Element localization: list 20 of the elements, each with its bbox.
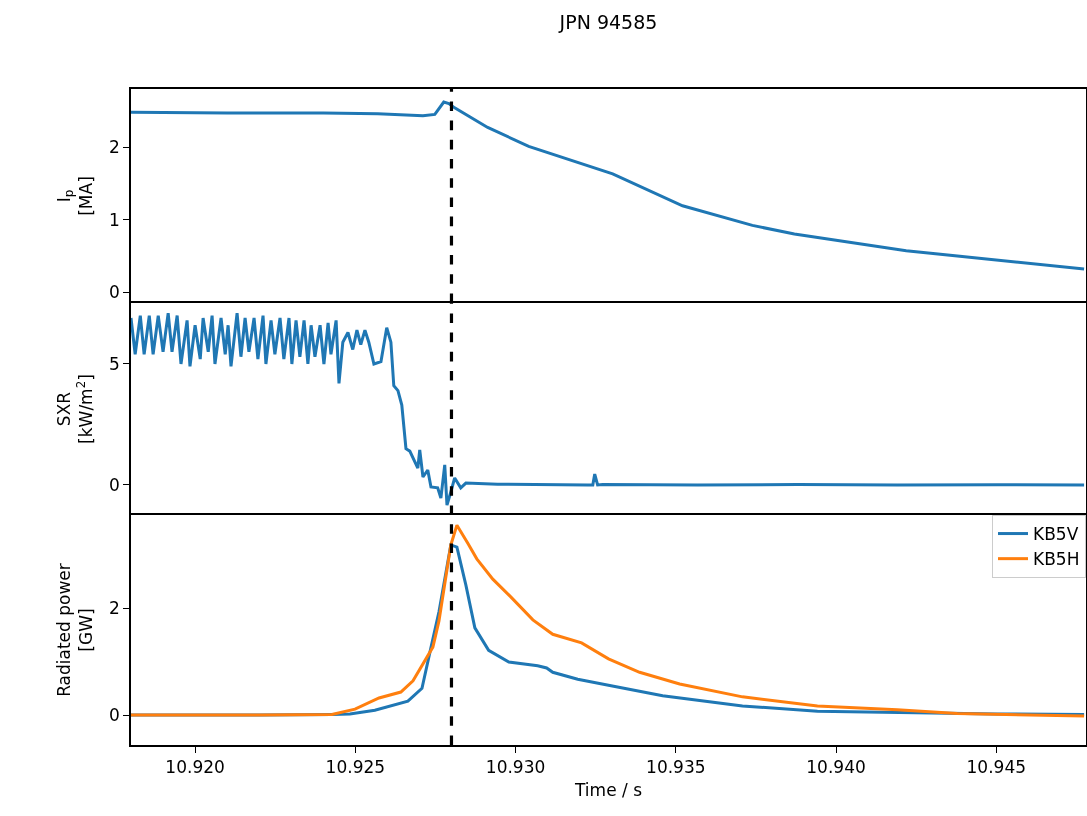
y-tick-label: 2 — [108, 136, 120, 157]
x-axis-title: Time / s — [574, 780, 643, 801]
x-tick-label: 10.925 — [325, 757, 386, 778]
y-tick-label: 0 — [108, 705, 120, 725]
line-series — [131, 311, 1086, 507]
chart-title: JPN 94585 — [558, 10, 658, 33]
y-axis-title: Radiated power [GW] — [53, 563, 97, 697]
y-tick-label: 0 — [108, 474, 120, 495]
legend-label: KB5V — [1033, 524, 1079, 545]
x-tick-label: 10.935 — [646, 757, 706, 778]
y-tick-label: 2 — [108, 598, 120, 619]
x-tick-label: 10.920 — [165, 757, 225, 778]
x-tick-label: 10.940 — [806, 757, 866, 778]
x-tick-label: 10.930 — [485, 757, 546, 778]
legend-label: KB5H — [1033, 549, 1080, 570]
y-tick-label: 1 — [108, 209, 120, 230]
y-tick-label: 0 — [108, 282, 120, 303]
x-tick-label: 10.945 — [966, 757, 1027, 778]
y-tick-label: 5 — [108, 353, 120, 374]
line-series — [131, 100, 1086, 271]
